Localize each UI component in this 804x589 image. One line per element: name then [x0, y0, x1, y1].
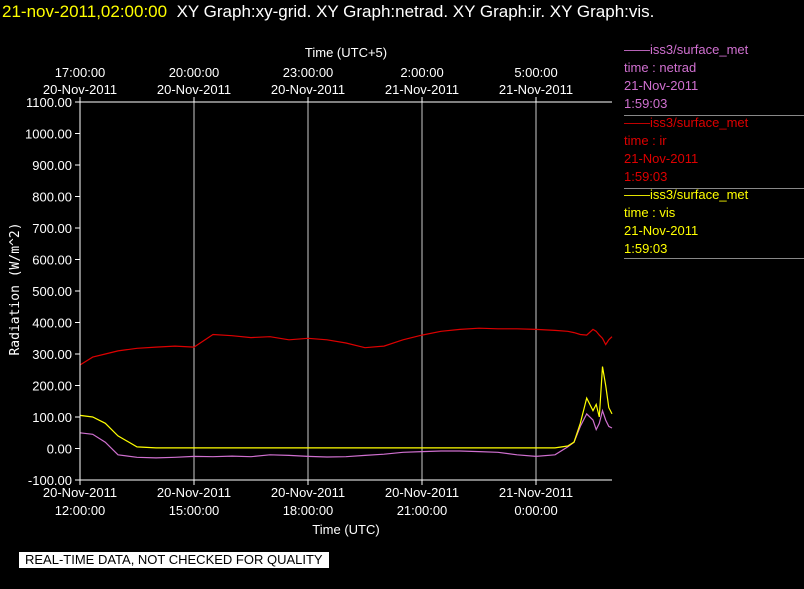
y-tick-label: 700.00	[32, 221, 72, 236]
quality-notice: REAL-TIME DATA, NOT CHECKED FOR QUALITY	[19, 552, 329, 568]
grid-layer	[193, 102, 537, 480]
page-header: 21-nov-2011,02:00:00 XY Graph:xy-grid. X…	[2, 1, 654, 23]
x2-tick-label-date: 20-Nov-2011	[157, 82, 231, 97]
legend-time: 1:59:03	[624, 241, 668, 256]
x-tick-label-time: 15:00:00	[169, 503, 220, 518]
legend-divider	[624, 115, 804, 116]
y-tick-label: 100.00	[32, 410, 72, 425]
x2-tick-label-date: 20-Nov-2011	[43, 82, 117, 97]
legend-date: 21-Nov-2011	[624, 78, 699, 93]
x-tick-label-date: 21-Nov-2011	[499, 485, 573, 500]
y-tick-label: 800.00	[32, 190, 72, 205]
x2-tick-label-time: 20:00:00	[169, 65, 220, 80]
legend-var: time : ir	[624, 133, 667, 148]
x-tick-label-date: 20-Nov-2011	[271, 485, 345, 500]
y-tick-label: 600.00	[32, 253, 72, 268]
x2-tick-label-time: 23:00:00	[283, 65, 334, 80]
x-tick-label-time: 12:00:00	[55, 503, 106, 518]
y-tick-label: 1100.00	[26, 95, 72, 110]
y-tick-label: 900.00	[32, 158, 72, 173]
x2-tick-label-date: 21-Nov-2011	[385, 82, 459, 97]
legend-var: time : netrad	[624, 60, 697, 75]
legend-entry-netrad: ——iss3/surface_met time : netrad 21-Nov-…	[624, 41, 804, 116]
legend-entry-ir: ——iss3/surface_met time : ir 21-Nov-2011…	[624, 114, 804, 189]
legend-var: time : vis	[624, 205, 676, 220]
legend-title: ——iss3/surface_met	[624, 42, 749, 57]
x-tick-label-time: 18:00:00	[283, 503, 334, 518]
legend-title: ——iss3/surface_met	[624, 187, 749, 202]
header-timestamp: 21-nov-2011,02:00:00	[2, 2, 168, 21]
series-layer	[79, 327, 613, 459]
x2-tick-label-date: 21-Nov-2011	[499, 82, 573, 97]
x2-tick-label-date: 20-Nov-2011	[271, 82, 345, 97]
y-tick-label: 0.00	[47, 442, 72, 457]
legend-time: 1:59:03	[624, 169, 668, 184]
x-tick-label-date: 20-Nov-2011	[43, 485, 117, 500]
y-tick-label: -100.00	[28, 473, 72, 488]
legend-time: 1:59:03	[624, 96, 668, 111]
header-graph-list: XY Graph:xy-grid. XY Graph:netrad. XY Gr…	[176, 2, 655, 21]
x-tick-label-date: 20-Nov-2011	[157, 485, 231, 500]
x-axis-title: Time (UTC)	[312, 522, 379, 537]
y-tick-label: 400.00	[32, 316, 72, 331]
x2-tick-label-time: 2:00:00	[400, 65, 443, 80]
axis-layer: 20-Nov-2011 12:00:00 17:00:00 20-Nov-2011 20…	[25, 65, 612, 518]
y-tick-label: 300.00	[32, 347, 72, 362]
y-axis-title: Radiation (W/m^2)	[8, 222, 23, 355]
series-line	[79, 408, 613, 459]
x-tick-label-time: 0:00:00	[514, 503, 557, 518]
legend-date: 21-Nov-2011	[624, 151, 699, 166]
legend-divider	[624, 188, 804, 189]
series-line	[79, 366, 613, 449]
series-line	[79, 327, 613, 366]
y-tick-label: 200.00	[32, 379, 72, 394]
x2-tick-label-time: 5:00:00	[514, 65, 557, 80]
x-tick-label-time: 21:00:00	[397, 503, 448, 518]
x2-tick-label-time: 17:00:00	[55, 65, 106, 80]
x-tick-label-date: 20-Nov-2011	[385, 485, 459, 500]
y-tick-label: 500.00	[32, 284, 72, 299]
legend-entry-vis: ——iss3/surface_met time : vis 21-Nov-201…	[624, 186, 804, 259]
legend-title: ——iss3/surface_met	[624, 115, 749, 130]
legend-divider	[624, 258, 804, 259]
top-axis-title: Time (UTC+5)	[305, 45, 387, 60]
legend-date: 21-Nov-2011	[624, 223, 699, 238]
y-tick-label: 1000.00	[25, 127, 72, 142]
